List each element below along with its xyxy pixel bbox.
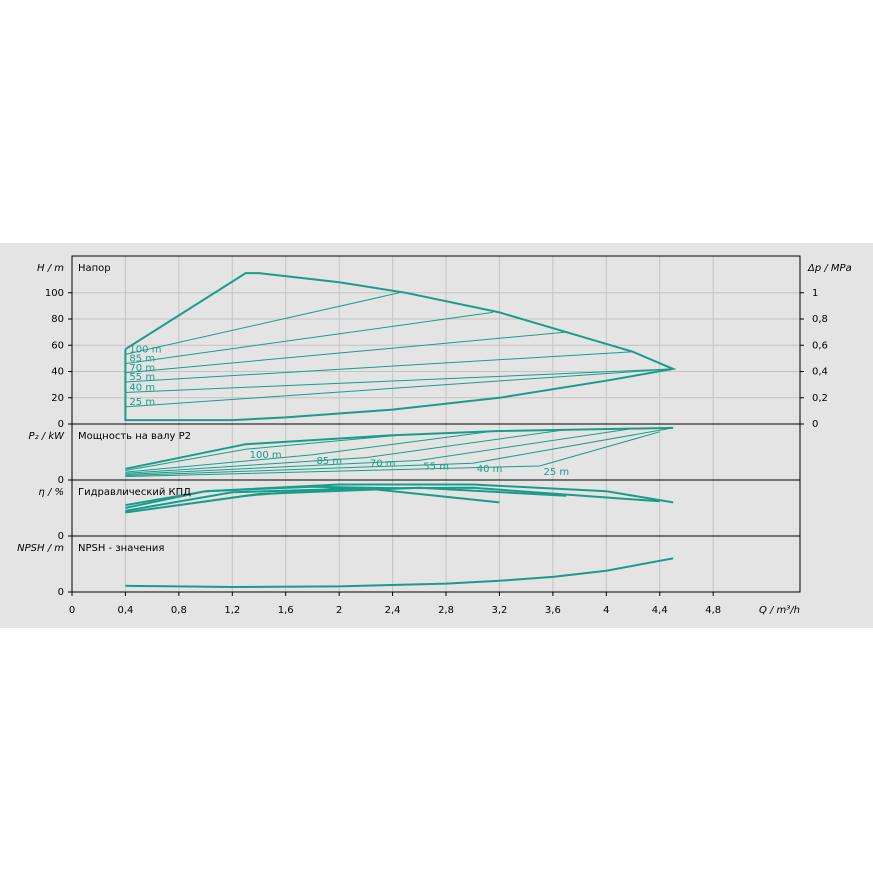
plot-area bbox=[72, 536, 800, 592]
y-tick-label: 20 bbox=[51, 393, 64, 404]
panel-title: Напор bbox=[78, 263, 111, 274]
x-tick-label: 4,4 bbox=[652, 605, 668, 616]
y2-tick-label: 0,8 bbox=[812, 314, 828, 325]
x-tick-label: 0 bbox=[69, 605, 75, 616]
series-label: 85 m bbox=[316, 456, 342, 467]
series-label: 25 m bbox=[129, 397, 155, 408]
panel-title: Гидравлический КПД bbox=[78, 487, 191, 498]
plot-frame bbox=[71, 535, 801, 593]
y2-tick-label: 0,6 bbox=[812, 340, 828, 351]
x-tick-label: 1,2 bbox=[224, 605, 240, 616]
x-tick-label: 1,6 bbox=[278, 605, 294, 616]
y-axis-label: η / % bbox=[38, 487, 64, 498]
curve bbox=[125, 351, 634, 383]
panel-title: NPSH - значения bbox=[78, 543, 164, 554]
x-tick-label: 3,6 bbox=[545, 605, 561, 616]
curve bbox=[125, 430, 493, 473]
curve bbox=[125, 292, 400, 355]
series-label: 25 m bbox=[544, 467, 570, 478]
series-label: 70 m bbox=[129, 363, 155, 374]
curve bbox=[125, 311, 493, 365]
series-label: 40 m bbox=[477, 464, 503, 475]
series-label: 100 m bbox=[129, 344, 161, 355]
series-label: 85 m bbox=[129, 354, 155, 365]
y2-tick-label: 0,2 bbox=[812, 393, 828, 404]
y-axis-label: P₂ / kW bbox=[29, 431, 66, 442]
series-label: 55 m bbox=[423, 461, 449, 472]
y-tick-label: 40 bbox=[51, 367, 64, 378]
x-axis-label: Q / m³/h bbox=[759, 605, 800, 616]
y2-tick-label: 0 bbox=[812, 419, 818, 430]
series-label: 40 m bbox=[129, 383, 155, 394]
y2-axis-label: Δp / MPa bbox=[807, 263, 852, 274]
curve bbox=[125, 431, 660, 478]
plot-area bbox=[72, 256, 800, 424]
x-tick-label: 4,8 bbox=[705, 605, 721, 616]
series-label: 70 m bbox=[370, 459, 396, 470]
x-tick-label: 0,4 bbox=[117, 605, 133, 616]
curve bbox=[125, 487, 500, 512]
y-tick-label: 0 bbox=[58, 531, 64, 542]
y-tick-label: 100 bbox=[45, 288, 64, 299]
series-label: 55 m bbox=[129, 372, 155, 383]
y2-tick-label: 1 bbox=[812, 288, 818, 299]
curve bbox=[124, 272, 677, 422]
y-tick-label: 0 bbox=[58, 587, 64, 598]
x-tick-label: 2,4 bbox=[385, 605, 401, 616]
curve bbox=[125, 428, 634, 475]
curve bbox=[245, 486, 660, 503]
y2-tick-label: 0,4 bbox=[812, 367, 828, 378]
curve bbox=[125, 426, 674, 470]
x-tick-label: 2,8 bbox=[438, 605, 454, 616]
curve bbox=[125, 368, 674, 393]
y-tick-label: 80 bbox=[51, 314, 64, 325]
curve bbox=[125, 368, 674, 408]
series-label: 100 m bbox=[250, 450, 282, 461]
curve bbox=[125, 429, 567, 474]
x-tick-label: 0,8 bbox=[171, 605, 187, 616]
y-axis-label: NPSH / m bbox=[17, 543, 64, 554]
y-tick-label: 0 bbox=[58, 419, 64, 430]
x-tick-label: 4 bbox=[603, 605, 609, 616]
y-tick-label: 0 bbox=[58, 475, 64, 486]
curve bbox=[125, 486, 567, 514]
curve bbox=[125, 557, 674, 589]
y-axis-label: H / m bbox=[37, 263, 64, 274]
x-tick-label: 2 bbox=[336, 605, 342, 616]
y-tick-label: 60 bbox=[51, 340, 64, 351]
curve bbox=[125, 427, 674, 476]
panel-title: Мощность на валу P2 bbox=[78, 431, 191, 442]
curve bbox=[125, 434, 400, 471]
curve bbox=[125, 331, 567, 374]
x-tick-label: 3,2 bbox=[491, 605, 507, 616]
